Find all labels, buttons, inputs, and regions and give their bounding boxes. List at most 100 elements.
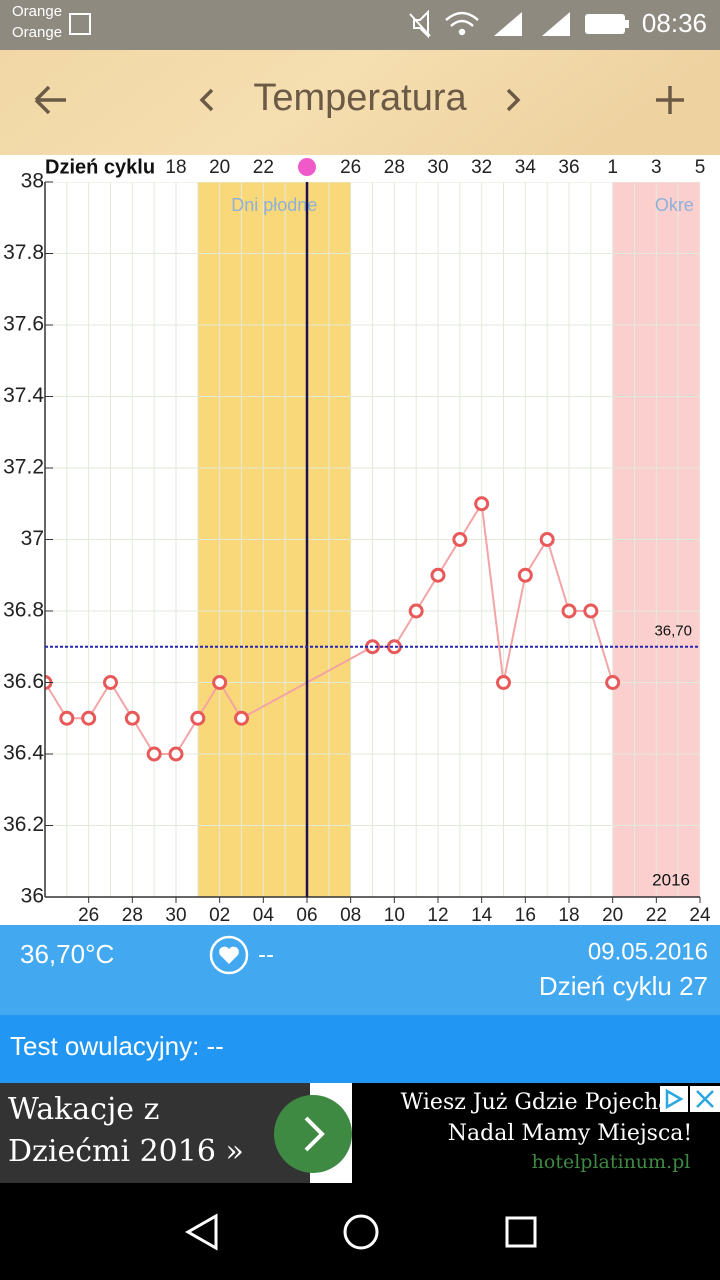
band-label: Okre [655, 195, 694, 215]
add-button[interactable] [656, 86, 684, 114]
image-icon [69, 13, 91, 35]
signal-icon [494, 12, 522, 36]
data-point [452, 532, 468, 547]
y-tick-label: 37.8 [3, 241, 44, 264]
prev-button[interactable] [199, 88, 214, 112]
data-point [430, 567, 446, 583]
data-point [605, 675, 621, 690]
x-tick-label: 04 [253, 905, 275, 926]
x-tick-label: 26 [78, 905, 99, 926]
battery-tip [625, 20, 629, 28]
reference-label: 36,70 [654, 623, 692, 640]
temperature: 36,70°C [20, 939, 114, 969]
data-point [81, 710, 97, 726]
x-tick-label: 20 [602, 905, 623, 926]
info-panel [0, 925, 720, 1015]
top-tick-label: 18 [165, 157, 186, 178]
y-tick-label: 37.4 [3, 384, 44, 407]
ad-button[interactable] [274, 1095, 352, 1173]
signal-icon [542, 12, 570, 36]
y-tick-label: 37 [21, 527, 44, 550]
nav-home[interactable] [343, 1214, 379, 1250]
data-point [561, 603, 577, 619]
x-tick-label: 16 [515, 905, 536, 926]
ad-arrow [304, 1116, 325, 1152]
nav-back[interactable] [184, 1213, 218, 1251]
x-tick-label: 10 [384, 905, 405, 926]
y-tick-label: 36.4 [3, 742, 44, 765]
x-tick-label: 30 [165, 905, 186, 926]
top-tick-label: 3 [651, 157, 662, 178]
x-axis-label: Dzień cyklu [45, 156, 155, 178]
app-title: Temperatura [253, 77, 467, 119]
y-tick-label: 36.8 [3, 599, 44, 622]
ad-text: Dziećmi 2016 » [8, 1134, 244, 1169]
y-tick-label: 36 [21, 885, 44, 908]
data-point [146, 746, 162, 762]
ovulation-row[interactable] [0, 1015, 720, 1083]
ad-close-icon [696, 1090, 714, 1108]
x-tick-label: 28 [122, 905, 143, 926]
x-tick-label: 22 [646, 905, 667, 926]
data-point [408, 603, 424, 619]
x-tick-label: 08 [340, 905, 361, 926]
top-tick-label: 22 [253, 157, 274, 178]
ad-left[interactable] [0, 1083, 310, 1183]
x-tick-label: 02 [209, 905, 230, 926]
data-point [212, 675, 228, 690]
top-tick-label: 26 [340, 157, 361, 178]
data-point [496, 675, 511, 690]
top-tick-label: 5 [695, 157, 706, 178]
y-tick-label: 38 [21, 170, 44, 193]
data-point [103, 675, 118, 690]
x-tick-label: 14 [471, 905, 493, 926]
year-label: 2016 [652, 870, 690, 889]
top-tick-label: 30 [427, 157, 448, 178]
adchoices-icon[interactable] [660, 1086, 688, 1112]
cycle-day: Dzień cyklu 27 [539, 971, 708, 1001]
plot-area: Dni płodne Okre [45, 182, 700, 897]
ovulation-test: Test owulacyjny: -- [10, 1031, 224, 1061]
top-tick-label: 32 [471, 157, 492, 178]
wifi-icon [445, 11, 479, 36]
top-tick-label: 36 [558, 157, 579, 178]
data-point [124, 710, 140, 726]
y-tick-label: 36.2 [3, 813, 44, 836]
date: 09.05.2016 [588, 938, 708, 965]
data-point [539, 532, 555, 547]
ovulation-marker [298, 158, 316, 176]
x-tick-label: 18 [558, 905, 579, 926]
battery-icon [585, 14, 625, 34]
y-tick-label: 37.2 [3, 456, 44, 479]
ad-right[interactable] [352, 1083, 720, 1183]
y-tick-label: 37.6 [3, 313, 44, 336]
data-point [59, 710, 75, 726]
band-label: Dni płodne [231, 195, 317, 215]
nav-recents[interactable] [505, 1216, 537, 1248]
adchoices-triangle [665, 1088, 684, 1110]
back-button[interactable] [34, 85, 66, 115]
x-tick-label: 24 [689, 905, 711, 926]
next-button[interactable] [506, 88, 521, 112]
heart-button[interactable] [209, 935, 249, 975]
x-tick-label: 06 [296, 905, 317, 926]
nav-bar [0, 1183, 720, 1280]
data-point [474, 496, 490, 512]
ad-url: hotelplatinum.pl [532, 1151, 691, 1173]
carrier: Orange [12, 3, 62, 20]
ad-text: Nadal Mamy Miejsca! [448, 1121, 693, 1146]
top-tick-label: 28 [384, 157, 405, 178]
data-point [517, 567, 533, 583]
ad-text: Wakacje z [8, 1092, 159, 1127]
data-point [234, 710, 249, 726]
top-tick-label: 20 [209, 157, 230, 178]
x-tick-label: 12 [427, 905, 448, 926]
series-line [45, 500, 614, 755]
chart: Dni płodne Okre 36 36.2 36.4 36.6 36.8 37 37.2 37… [3, 156, 711, 926]
data-point [190, 710, 206, 726]
carrier: Orange [12, 24, 62, 41]
mute-icon [409, 9, 431, 39]
top-tick-label: 34 [515, 157, 537, 178]
